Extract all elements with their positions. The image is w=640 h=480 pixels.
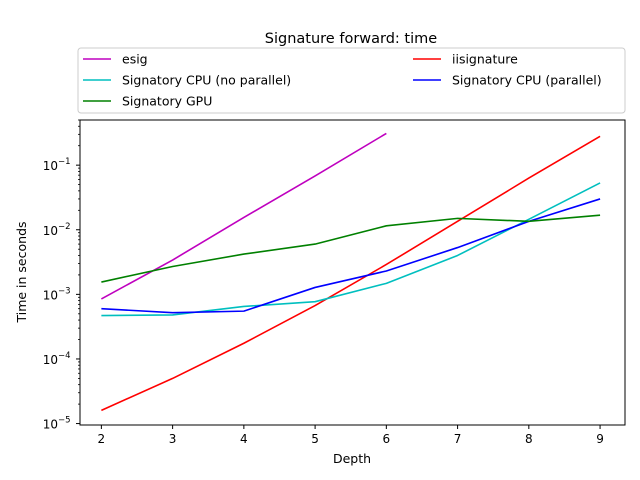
y-axis: 10−510−410−310−210−1 bbox=[43, 119, 80, 432]
series-lines bbox=[100, 132, 601, 412]
chart-title: Signature forward: time bbox=[265, 31, 437, 47]
series-line-2 bbox=[101, 182, 601, 317]
y-tick-exponent: −4 bbox=[58, 351, 71, 361]
legend-item: esig bbox=[83, 52, 148, 67]
y-tick-exponent: −5 bbox=[58, 416, 71, 426]
y-tick-label: 10 bbox=[43, 418, 58, 432]
legend-label: Signatory CPU (no parallel) bbox=[122, 73, 291, 88]
legend-item: Signatory CPU (no parallel) bbox=[83, 73, 291, 88]
legend-frame bbox=[77, 47, 626, 114]
x-tick-label: 7 bbox=[454, 432, 462, 446]
legend-label: Signatory CPU (parallel) bbox=[452, 73, 602, 88]
series-line-4 bbox=[101, 214, 601, 283]
legend: esig iisignature Signatory CPU (no paralle… bbox=[77, 47, 626, 114]
y-tick-label: 10 bbox=[43, 288, 58, 302]
x-tick-label: 6 bbox=[383, 432, 391, 446]
legend-item: iisignature bbox=[413, 52, 518, 67]
series-line-0 bbox=[100, 132, 387, 300]
x-axis-label: Depth bbox=[333, 451, 371, 466]
legend-item: Signatory GPU bbox=[83, 94, 212, 109]
legend-item: Signatory CPU (parallel) bbox=[413, 73, 602, 88]
x-tick-label: 2 bbox=[98, 432, 106, 446]
x-tick-label: 4 bbox=[240, 432, 248, 446]
legend-label: iisignature bbox=[452, 52, 518, 67]
y-tick-exponent: −3 bbox=[58, 286, 71, 296]
y-tick-label: 10 bbox=[43, 353, 58, 367]
plot-area-frame bbox=[79, 119, 626, 426]
series-line-3 bbox=[101, 198, 601, 314]
x-tick-label: 3 bbox=[169, 432, 177, 446]
x-tick-label: 5 bbox=[311, 432, 319, 446]
y-tick-exponent: −2 bbox=[58, 222, 71, 232]
x-tick-label: 9 bbox=[596, 432, 604, 446]
y-tick-exponent: −1 bbox=[58, 157, 71, 167]
legend-label: Signatory GPU bbox=[122, 94, 212, 109]
y-tick-label: 10 bbox=[43, 224, 58, 238]
y-tick-label: 10 bbox=[43, 159, 58, 173]
legend-label: esig bbox=[122, 52, 148, 67]
series-line-1 bbox=[101, 135, 601, 412]
x-axis: 2 3 4 5 6 7 8 9 bbox=[98, 425, 604, 446]
y-axis-label: Time in seconds bbox=[14, 221, 29, 323]
x-tick-label: 8 bbox=[525, 432, 533, 446]
